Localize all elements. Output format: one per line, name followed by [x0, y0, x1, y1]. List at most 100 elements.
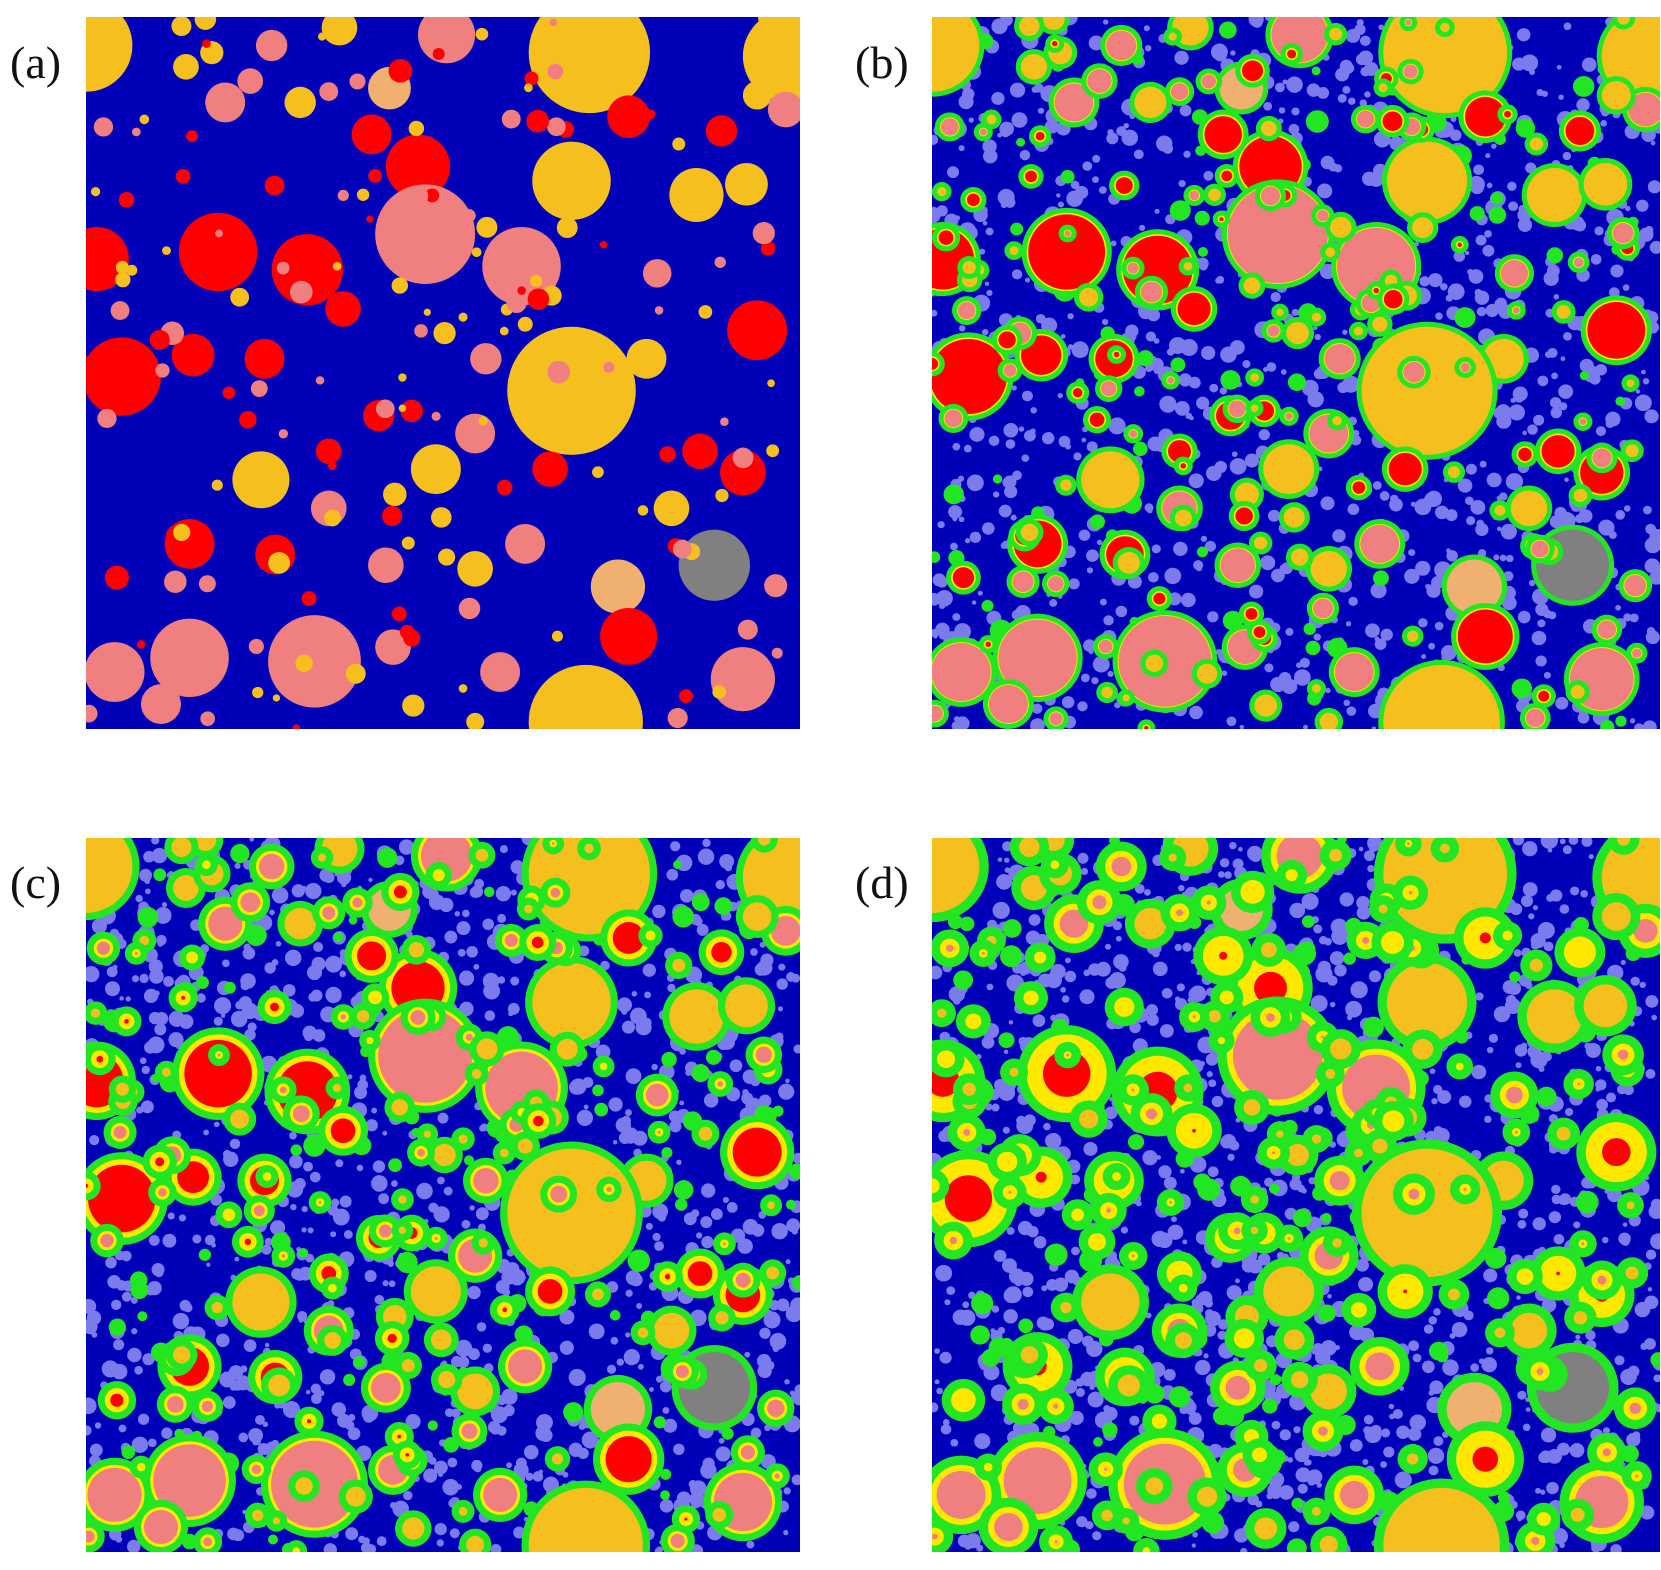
hydrated-paste-speck	[436, 1539, 444, 1547]
particle-core	[1177, 292, 1211, 326]
hydrated-paste-speck	[1374, 638, 1387, 650]
hydrated-paste-speck	[1312, 325, 1318, 331]
particle	[1556, 305, 1571, 319]
hydrated-paste-speck	[1435, 312, 1443, 320]
hydrated-paste-speck	[1110, 240, 1117, 247]
hydrated-paste-speck	[1647, 180, 1660, 194]
hydrated-paste-speck	[1248, 584, 1264, 599]
hydrated-paste-speck	[535, 1425, 551, 1441]
particle	[230, 1109, 250, 1129]
hydrated-paste-speck	[1163, 1176, 1177, 1190]
hydrated-paste-speck	[1547, 1449, 1563, 1464]
particle	[173, 523, 191, 542]
hydrated-paste-speck	[715, 879, 725, 890]
hydrated-paste-speck	[86, 1397, 97, 1415]
hydrated-paste-speck	[204, 1234, 216, 1246]
hydrated-paste-speck	[1215, 277, 1222, 284]
hydrated-paste-speck	[1493, 554, 1500, 561]
hydrated-paste-speck	[257, 1442, 270, 1456]
hydrated-paste-speck	[1133, 149, 1144, 160]
particle	[317, 32, 327, 41]
particle-core	[397, 1434, 402, 1439]
particle	[1311, 312, 1322, 322]
hydrated-paste-speck	[325, 986, 342, 1004]
hydrated-paste-speck	[785, 1259, 791, 1265]
hydrated-paste-speck	[1083, 1142, 1098, 1156]
hydrated-paste-speck	[1276, 1251, 1285, 1260]
hydrated-paste-speck	[1525, 1407, 1531, 1412]
particle-core	[988, 684, 1028, 724]
hydration-product-cluster	[594, 1102, 609, 1117]
hydrated-paste-speck	[690, 1498, 702, 1509]
hydrated-paste-speck	[1021, 390, 1033, 402]
particle	[315, 438, 342, 465]
hydrated-paste-speck	[636, 1303, 643, 1310]
hydrated-paste-speck	[264, 962, 276, 974]
particle	[471, 1069, 482, 1079]
hydrated-paste-speck	[161, 1427, 173, 1439]
hydrated-paste-speck	[455, 1339, 473, 1357]
hydrated-paste-speck	[993, 1249, 1007, 1262]
hydrated-paste-speck	[588, 1323, 605, 1340]
particle	[375, 399, 395, 419]
particle	[1263, 444, 1315, 495]
hydrated-paste-speck	[1348, 596, 1358, 606]
particle-core	[675, 1365, 689, 1378]
particle	[1510, 490, 1548, 527]
hydrated-paste-speck	[1551, 1194, 1562, 1205]
hydrated-paste-speck	[783, 1529, 789, 1536]
hydrated-paste-speck	[696, 1232, 703, 1239]
hydration-product-cluster	[673, 1180, 694, 1200]
hydrated-paste-speck	[1158, 1165, 1172, 1179]
hydrated-paste-speck	[357, 1079, 369, 1091]
particle	[90, 228, 109, 247]
hydrated-paste-speck	[1517, 1219, 1527, 1229]
hydrated-paste-speck	[659, 1499, 674, 1513]
hydrated-paste-speck	[1363, 61, 1379, 77]
hydration-product-cluster	[1454, 307, 1476, 328]
hydrated-paste-speck	[1058, 435, 1071, 448]
hydrated-paste-speck	[372, 1160, 386, 1173]
hydrated-paste-speck	[1313, 633, 1321, 641]
hydrated-paste-speck	[981, 328, 989, 336]
hydrated-paste-speck	[1103, 19, 1109, 25]
hydrated-paste-speck	[1144, 44, 1152, 52]
particle	[678, 529, 751, 601]
hydrated-paste-speck	[1138, 224, 1146, 231]
hydrated-paste-speck	[1004, 485, 1018, 499]
particle	[725, 984, 768, 1028]
particle-core	[755, 1046, 772, 1063]
hydrated-paste-speck	[437, 1112, 449, 1124]
hydrated-paste-speck	[1536, 88, 1544, 96]
hydrated-paste-speck	[1531, 630, 1547, 646]
hydration-product-cluster	[333, 932, 344, 943]
hydrated-paste-speck	[1033, 1235, 1047, 1249]
hydration-product-cluster	[290, 1144, 303, 1156]
hydrated-paste-speck	[1088, 35, 1104, 51]
particle	[712, 1508, 727, 1522]
hydration-product-cluster	[1194, 210, 1210, 226]
hydrated-paste-speck	[689, 1480, 707, 1498]
hydrated-paste-speck	[744, 1351, 751, 1358]
hydrated-paste-speck	[444, 930, 458, 944]
particle-core	[1219, 217, 1224, 222]
particle-core	[240, 892, 261, 913]
hydrated-paste-speck	[1278, 107, 1286, 114]
hydrated-paste-speck	[1564, 477, 1569, 483]
hydrated-paste-speck	[1310, 1344, 1322, 1356]
hydrated-paste-speck	[1623, 505, 1631, 512]
hydration-product-cluster	[298, 1247, 309, 1258]
hydrated-paste-speck	[86, 965, 100, 983]
particle-core	[387, 1333, 397, 1344]
particle-core	[1579, 418, 1587, 426]
hydrated-paste-speck	[948, 505, 963, 519]
hydrated-paste-speck	[1365, 623, 1380, 638]
hydrated-paste-speck	[1645, 1249, 1657, 1260]
hydrated-paste-speck	[216, 1333, 230, 1348]
particle	[418, 17, 476, 64]
hydrated-paste-speck	[1107, 670, 1114, 678]
particle	[505, 523, 546, 564]
hydrated-paste-speck	[932, 592, 941, 606]
hydrated-paste-speck	[621, 1115, 631, 1125]
hydrated-paste-speck	[750, 1427, 762, 1439]
